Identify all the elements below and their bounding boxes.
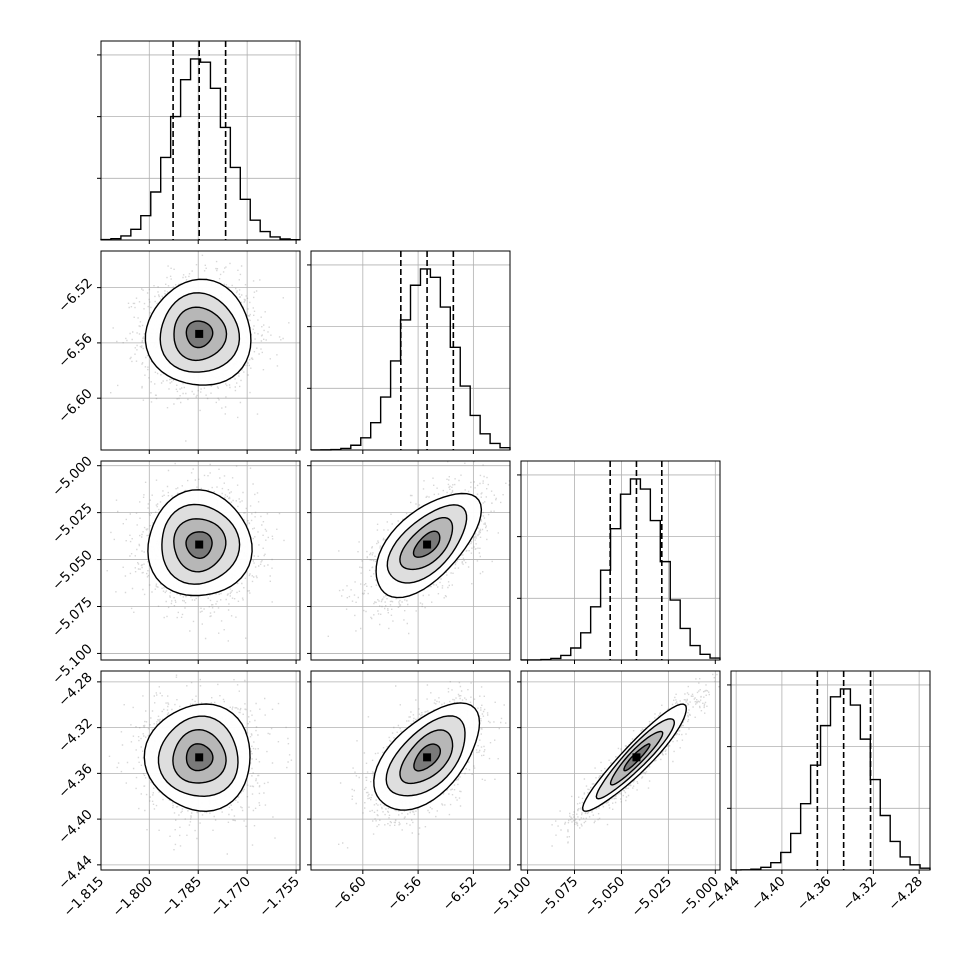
scatter-panel: −5.100−5.075−5.050−5.025−5.000 (488, 670, 722, 920)
density-peak (195, 540, 204, 549)
panel-frame (100, 250, 301, 451)
x-tick-label: −1.755 (256, 874, 303, 921)
x-tick-label: −4.32 (840, 874, 881, 915)
x-tick-label: −5.075 (535, 874, 582, 921)
scatter-panel: −6.60 −6.56 −6.52 (307, 670, 511, 915)
panel-frame (310, 670, 511, 871)
panel-frame (310, 460, 511, 661)
density-peak (632, 753, 641, 762)
histogram-step (730, 688, 931, 871)
y-tick-label: −6.52 (55, 275, 96, 316)
histogram-step (520, 478, 721, 661)
y-tick-label: −4.40 (55, 807, 96, 848)
histogram-panel: −4.44 −4.40 −4.36 −4.32 −4.28 (702, 670, 931, 915)
y-tick-label: −5.000 (49, 453, 96, 500)
y-tick-label: −5.075 (49, 594, 96, 641)
density-peak (423, 540, 432, 549)
histogram-panel (97, 40, 301, 244)
density-peak (195, 329, 204, 338)
x-tick-label: −5.025 (629, 874, 676, 921)
y-tick-label: −6.56 (55, 330, 96, 371)
scatter-panel: −6.60 −6.56 −6.52 (55, 250, 301, 454)
x-tick-label: −4.40 (748, 874, 789, 915)
panel-frame (310, 250, 511, 451)
y-tick-label: −6.60 (55, 386, 96, 427)
density-peak (423, 753, 432, 762)
panel-frame (100, 670, 301, 871)
panel-frame (520, 670, 721, 871)
x-tick-label: −1.770 (207, 874, 254, 921)
density-layer (110, 254, 290, 450)
y-tick-label: −5.025 (49, 500, 96, 547)
panel-frame (730, 670, 931, 871)
histogram-panel (307, 250, 511, 454)
density-layer (106, 462, 300, 642)
y-tick-label: −4.32 (55, 715, 96, 756)
x-tick-label: −6.60 (329, 874, 370, 915)
histogram-step (310, 268, 511, 451)
density-layer (327, 461, 510, 637)
x-tick-label: −4.28 (885, 874, 926, 915)
panel-frame (520, 460, 721, 661)
panel-frame (100, 460, 301, 661)
panel-frame (100, 40, 301, 241)
histogram-panel (517, 460, 721, 664)
density-layer (338, 681, 507, 849)
scatter-panel (307, 460, 511, 664)
x-tick-label: −5.100 (488, 874, 535, 921)
x-tick-label: −4.36 (794, 874, 835, 915)
scatter-panel: −5.100−5.075−5.050−5.025−5.000 (49, 453, 301, 688)
x-tick-label: −5.050 (582, 874, 629, 921)
x-tick-label: −6.52 (440, 874, 481, 915)
y-tick-label: −4.36 (55, 761, 96, 802)
density-layer (108, 674, 293, 855)
x-tick-label: −1.785 (158, 874, 205, 921)
histogram-step (100, 58, 301, 241)
density-peak (195, 753, 204, 762)
scatter-panel: −4.44−4.40−4.36−4.32−4.28−1.815 −1.800 −1.… (55, 669, 303, 921)
density-layer (551, 671, 720, 847)
y-tick-label: −5.050 (49, 547, 96, 594)
x-tick-label: −1.800 (109, 874, 156, 921)
x-tick-label: −6.56 (384, 874, 425, 915)
